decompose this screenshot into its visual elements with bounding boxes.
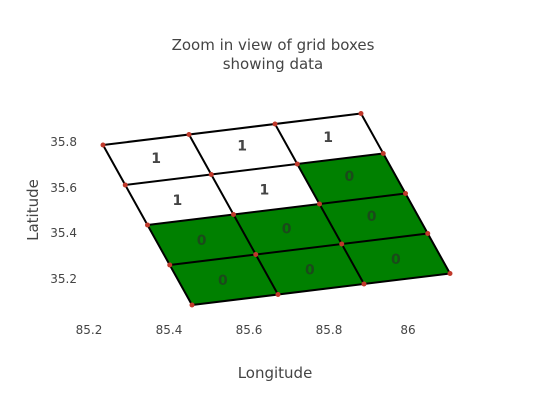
x-tick-label: 85.2 [76,323,103,337]
grid-vertex-point [272,121,278,127]
grid-vertex-point [275,292,281,297]
grid-cell-r1-c1 [211,164,320,215]
grid-vertex-point [167,262,173,268]
grid-vertex-point [253,252,259,257]
y-tick-label: 35.4 [50,226,77,240]
grid-cell-r1-c2 [297,153,406,204]
cell-value-label: 0 [282,221,292,237]
x-tick-label: 85.8 [316,323,343,337]
grid-vertex-point [145,222,150,228]
grid-vertex-point [189,302,195,308]
grid-cell-r0-c0 [103,134,212,185]
cell-value-labels: 0 0 0 0 0 0 1 1 0 1 1 1 [151,130,401,289]
x-tick-label: 85.4 [156,323,183,337]
grid-vertex-point [294,161,300,167]
grid-vertex-points [100,111,453,308]
cell-value-label: 1 [151,151,161,167]
y-tick-label: 35.8 [50,135,77,149]
cell-value-label: 0 [391,252,401,268]
grid-cell-r2-c2 [319,193,428,244]
grid-line-lat [146,192,407,226]
cell-value-label: 1 [237,138,247,154]
cell-value-label: 1 [173,193,183,209]
grid-line-lat [168,232,429,266]
axis-labels: 85.2 85.4 85.6 85.8 86 35.2 35.4 35.6 35.8 Longit… [24,135,416,382]
cell-value-label: 0 [197,233,207,249]
grid-cell-r3-c2 [341,233,450,284]
grid-cell-r2-c0 [147,214,256,265]
cell-value-label: 0 [218,273,228,289]
grid-cell-r0-c1 [189,124,298,175]
y-axis-label: Latitude [24,179,42,241]
grid-vertex-point [339,241,345,247]
grid-vertex-point [231,212,236,217]
grid-cell-r3-c0 [169,254,278,305]
cell-value-label: 0 [345,169,355,185]
chart-title-line: showing data [223,55,324,73]
grid-line-lat [191,272,451,306]
grid-vertex-point [122,182,128,188]
grid-vertex-point [403,191,408,196]
y-tick-label: 35.6 [50,181,77,195]
grid-lines [102,112,451,306]
grid-line-lat [124,152,385,186]
grid-cell-r2-c1 [233,204,342,255]
cell-value-label: 1 [323,130,333,146]
grid-vertex-point [425,231,431,236]
cell-value-label: 0 [367,209,377,225]
x-tick-label: 85.6 [236,323,263,337]
grid-cell-r0-c2 [275,113,384,164]
grid-line-lat [102,112,362,146]
grid-cells [103,113,450,305]
grid-vertex-point [100,142,106,148]
grid-cell-r1-c0 [125,174,234,225]
grid-vertex-point [380,151,386,156]
grid-vertex-point [208,172,214,177]
y-tick-label: 35.2 [50,272,77,286]
cell-value-label: 0 [305,262,315,278]
grid-vertex-point [186,132,192,137]
chart-title-line: Zoom in view of grid boxes [172,36,375,54]
grid-vertex-point [447,271,453,276]
x-tick-label: 86 [400,323,415,337]
grid-vertex-point [317,201,322,207]
x-axis-label: Longitude [238,364,313,382]
cell-value-label: 1 [260,182,270,198]
grid-cell-r3-c1 [255,244,364,295]
grid-vertex-point [361,281,367,287]
grid-vertex-point [358,111,364,116]
